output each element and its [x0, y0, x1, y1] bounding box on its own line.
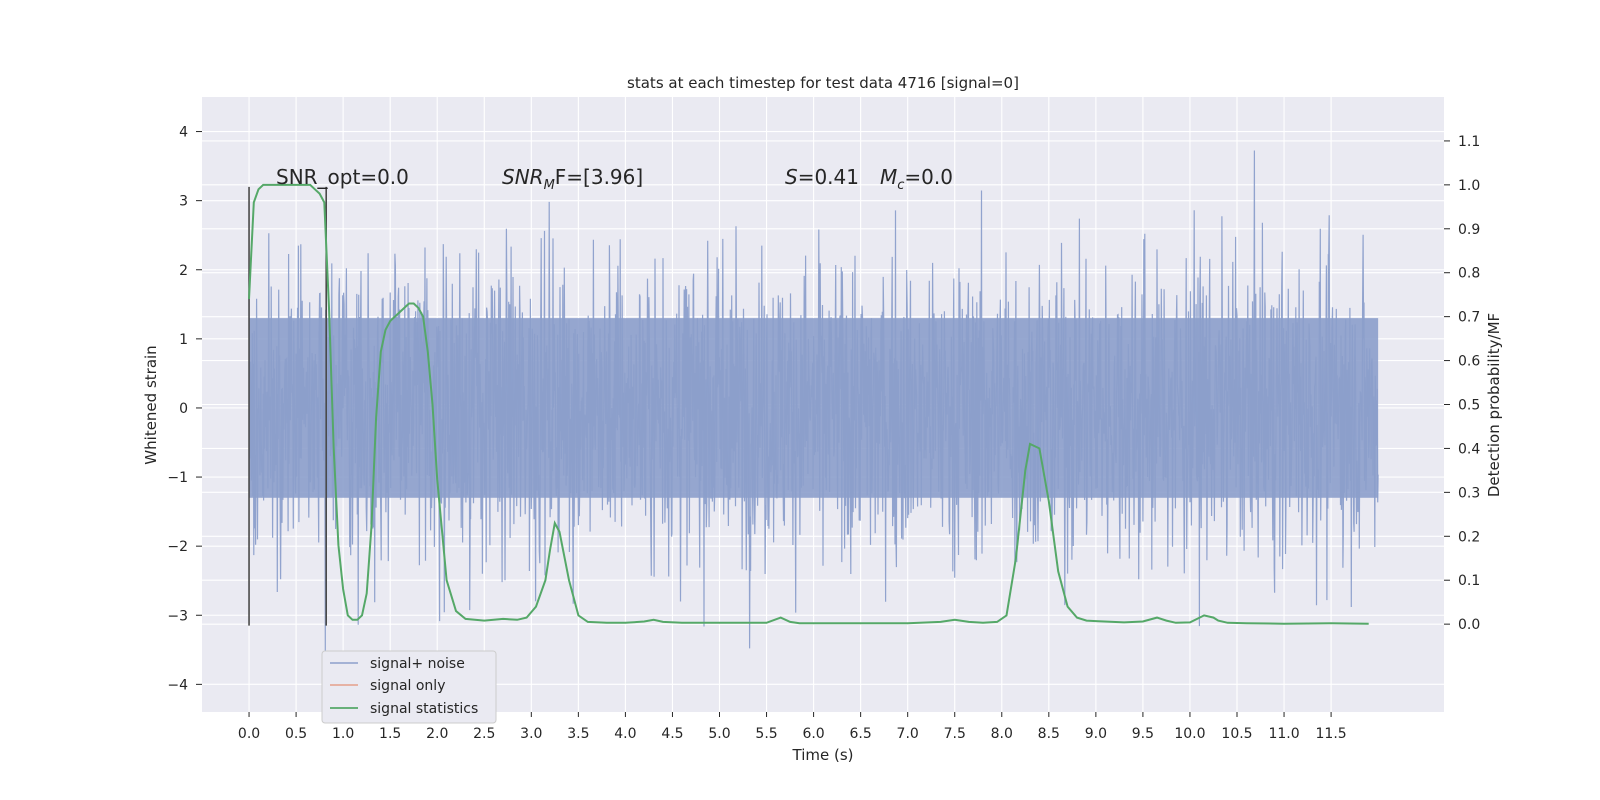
x-tick-label: 0.0: [238, 726, 260, 742]
x-tick-label: 8.5: [1038, 726, 1060, 742]
legend-label-signal-noise: signal+ noise: [370, 656, 465, 672]
annotation-snr-mf: SNRMF=[3.96]: [502, 165, 643, 193]
legend-box: [321, 650, 497, 724]
x-tick-label: 5.0: [708, 726, 730, 742]
x-tick-label: 1.0: [332, 726, 354, 742]
annotation-mc: Mc=0.0: [880, 165, 953, 193]
y-axis-ticks: −4 −3 −2 −1 0 1 2 3 4: [167, 125, 202, 693]
signal-noise-band: [249, 318, 1379, 498]
x-tick-label: 4.5: [661, 726, 683, 742]
x-tick-label: 1.5: [379, 726, 401, 742]
right-tick-label: 1.1: [1458, 134, 1480, 150]
chart-title: stats at each timestep for test data 471…: [627, 74, 1019, 92]
annotation-snr-mf-prefix: SNR: [502, 165, 544, 189]
x-tick-label: 3.0: [520, 726, 542, 742]
x-tick-label: 11.5: [1316, 726, 1347, 742]
right-tick-label: 0.2: [1458, 529, 1480, 545]
right-tick-label: 0.6: [1458, 354, 1480, 370]
y-tick-label: −4: [167, 677, 188, 693]
y-tick-label: −3: [167, 608, 188, 624]
y-tick-label: −1: [167, 470, 188, 486]
right-tick-label: 0.9: [1458, 222, 1480, 238]
annotation-s-var: S: [785, 165, 798, 189]
x-tick-label: 7.0: [897, 726, 919, 742]
y-tick-label: 3: [179, 194, 188, 210]
annotation-mc-var: M: [880, 165, 897, 189]
right-tick-label: 0.3: [1458, 485, 1480, 501]
x-tick-label: 9.0: [1085, 726, 1107, 742]
y-tick-label: −2: [167, 539, 188, 555]
right-tick-label: 0.4: [1458, 441, 1480, 457]
x-tick-label: 10.0: [1174, 726, 1205, 742]
y-tick-label: 2: [179, 263, 188, 279]
y-tick-label: 0: [179, 401, 188, 417]
signal-statistics-series: [248, 183, 1369, 625]
signal-statistics-line: [248, 183, 1369, 625]
annotation-mc-value: =0.0: [904, 165, 953, 189]
right-axis-ticks: 0.0 0.1 0.2 0.3 0.4 0.5 0.6 0.7 0.8 0.9 1.0 1.1: [1444, 134, 1480, 633]
x-tick-label: 5.5: [755, 726, 777, 742]
x-tick-label: 8.0: [991, 726, 1013, 742]
x-tick-label: 4.0: [614, 726, 636, 742]
x-tick-label: 0.5: [285, 726, 307, 742]
legend-label-signal-statistics: signal statistics: [370, 701, 478, 717]
annotation-s: S=0.41: [785, 165, 859, 189]
x-tick-label: 3.5: [567, 726, 589, 742]
y-axis-label: Whitened strain: [142, 345, 160, 464]
x-tick-label: 11.0: [1268, 726, 1299, 742]
x-axis-ticks: 0.0 0.5 1.0 1.5 2.0 2.5 3.0 3.5 4.0 4.5 5.0 5.5 6.0 6…: [238, 712, 1347, 742]
x-tick-label: 6.0: [802, 726, 824, 742]
x-tick-label: 6.5: [850, 726, 872, 742]
x-tick-label: 9.5: [1132, 726, 1154, 742]
y-tick-label: 1: [179, 332, 188, 348]
x-tick-label: 7.5: [944, 726, 966, 742]
right-tick-label: 0.1: [1458, 573, 1480, 589]
right-tick-label: 0.5: [1458, 398, 1480, 414]
annotation-snr-mf-suffix: F=[3.96]: [555, 165, 643, 189]
x-tick-label: 2.0: [426, 726, 448, 742]
right-tick-label: 0.0: [1458, 617, 1480, 633]
annotation-snr-opt: SNR_opt=0.0: [276, 165, 409, 189]
annotation-mc-sub: c: [897, 178, 904, 193]
x-tick-label: 10.5: [1221, 726, 1252, 742]
right-tick-label: 1.0: [1458, 178, 1480, 194]
y-tick-label: 4: [179, 125, 188, 141]
x-tick-label: 2.5: [473, 726, 495, 742]
annotation-snr-mf-sub: M: [544, 178, 555, 193]
x-axis-label: Time (s): [792, 746, 854, 764]
right-tick-label: 0.8: [1458, 266, 1480, 282]
legend: signal+ noise signal only signal statist…: [321, 650, 497, 724]
right-axis-label: Detection probability/MF: [1485, 313, 1503, 497]
legend-label-signal-only: signal only: [370, 678, 445, 694]
right-tick-label: 0.7: [1458, 310, 1480, 326]
annotation-s-value: =0.41: [798, 165, 859, 189]
